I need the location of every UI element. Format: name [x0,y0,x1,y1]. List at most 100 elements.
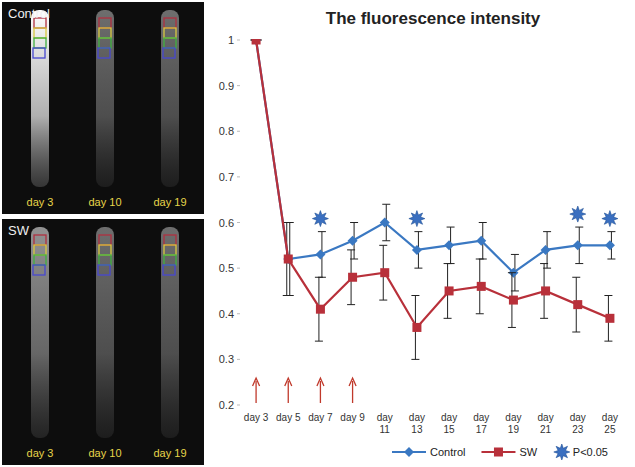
data-point [380,218,390,228]
roi-box [34,235,46,245]
x-tick-label: day 9 [340,412,365,423]
arrow-shaft [352,381,353,403]
legend-label: P<0.05 [573,446,608,458]
label-line: 19 [508,424,520,435]
data-point [315,249,325,259]
y-tick-label: 0.5 [219,262,234,274]
day-label: day 3 [27,196,54,208]
arrow-shaft [288,381,289,403]
label-line: day [602,412,618,423]
data-point [445,286,454,295]
legend-star [554,444,570,460]
roi-box [99,38,111,48]
significance-star [312,211,328,227]
label-line: 13 [411,424,423,435]
x-tick-label: day11 [377,412,393,435]
x-tick-label: day19 [505,412,521,435]
label-line: 21 [540,424,552,435]
legend-label: SW [519,446,537,458]
arrow-head [317,378,324,386]
data-point [477,282,486,291]
plot-area [251,39,616,359]
data-point [573,240,583,250]
image-panel: day 3day 10day 19Control [2,2,204,214]
treatment-arrow [253,378,260,403]
panel-background [2,2,204,214]
y-tick-label: 1 [228,34,234,46]
roi-box [99,255,111,265]
tube [161,227,179,438]
x-tick-label: day 3 [244,412,269,423]
data-point [348,273,357,282]
x-tick-label: day 5 [276,412,301,423]
data-point [476,236,486,246]
data-point [444,240,454,250]
tube [161,10,179,187]
data-point [412,245,422,255]
data-point [316,305,325,314]
day-label: day 3 [27,447,54,459]
series [251,39,615,296]
data-point [251,39,261,45]
roi-box [99,18,111,28]
tube [96,10,114,187]
treatment-arrow [317,378,324,403]
legend-label: Control [430,446,465,458]
y-tick-label: 0.2 [219,399,234,411]
y-tick-label: 0.7 [219,171,234,183]
roi-box [164,255,176,265]
y-tick-label: 0.4 [219,308,234,320]
y-tick [237,313,240,314]
y-tick [237,40,240,41]
label-line: day [377,412,393,423]
legend-marker [494,448,503,457]
roi-box [99,235,111,245]
y-tick [237,268,240,269]
significance-star [602,211,618,227]
data-point [541,245,551,255]
data-point [283,254,293,264]
label-line: 15 [444,424,456,435]
panel-background [2,219,204,465]
roi-box [98,265,110,275]
arrow-shaft [255,381,256,403]
label-line: day [441,412,457,423]
tube [96,227,114,438]
data-point [380,268,389,277]
y-tick [237,405,240,406]
treatment-arrow [285,378,292,403]
x-tick-label: day25 [602,412,618,435]
roi-box [163,48,175,58]
data-point [605,240,615,250]
data-point [348,236,358,246]
y-tick [237,222,240,223]
y-tick [237,85,240,86]
x-tick-label: day15 [441,412,457,435]
y-tick-label: 0.6 [219,217,234,229]
x-tick-label: day 7 [308,412,333,423]
x-tick-label: day13 [409,412,425,435]
day-label: day 10 [88,196,121,208]
roi-box [164,38,176,48]
label-line: 23 [572,424,584,435]
roi-box [164,28,176,38]
data-point [252,39,261,45]
treatment-arrow [349,378,356,403]
roi-box [34,28,46,38]
label-line: day [409,412,425,423]
x-tick-label: day21 [538,412,554,435]
day-label: day 19 [153,447,186,459]
data-point [412,323,421,332]
data-point [284,255,293,264]
y-tick [237,359,240,360]
roi-box [98,48,110,58]
label-line: day [570,412,586,423]
data-point [541,286,550,295]
day-label: day 19 [153,196,186,208]
day-label: day 10 [88,447,121,459]
arrow-head [285,378,292,386]
roi-box [99,28,111,38]
roi-box [34,38,46,48]
data-point [509,296,518,305]
legend: Control SW P<0.05 [392,444,608,460]
